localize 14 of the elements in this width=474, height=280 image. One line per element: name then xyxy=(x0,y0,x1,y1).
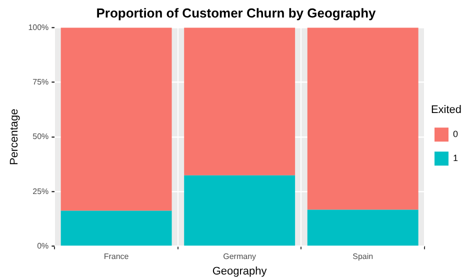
y-tick-label: 100% xyxy=(28,22,49,32)
x-axis-title: Geography xyxy=(212,265,268,278)
y-tick-label: 25% xyxy=(32,186,49,196)
legend-label: 0 xyxy=(452,129,458,140)
chart-title: Proportion of Customer Churn by Geography xyxy=(96,5,377,20)
y-axis-title: Percentage xyxy=(8,108,21,166)
legend-label: 1 xyxy=(452,153,458,164)
x-tick-label: Germany xyxy=(223,252,256,262)
y-tick-label: 50% xyxy=(32,132,49,142)
y-tick-label: 0% xyxy=(37,241,49,250)
legend-title: Exited xyxy=(430,104,462,116)
x-tick-label: Spain xyxy=(352,252,374,262)
y-tick-label: 75% xyxy=(32,77,49,86)
x-tick-label: France xyxy=(104,252,130,262)
